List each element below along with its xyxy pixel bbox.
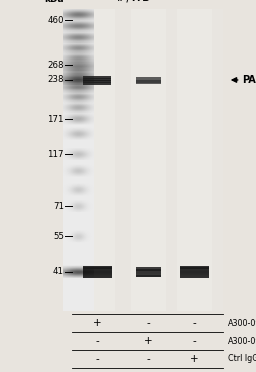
Bar bbox=[180, 270, 209, 272]
Bar bbox=[83, 80, 111, 81]
Text: +: + bbox=[190, 354, 199, 364]
Text: 268: 268 bbox=[48, 61, 64, 70]
Bar bbox=[83, 76, 111, 77]
Bar bbox=[180, 272, 209, 273]
Bar bbox=[82, 270, 112, 272]
Bar bbox=[79, 9, 115, 311]
Bar bbox=[82, 271, 112, 272]
Bar bbox=[136, 276, 161, 278]
Bar bbox=[131, 9, 166, 311]
Text: 55: 55 bbox=[53, 232, 64, 241]
Bar bbox=[136, 78, 161, 80]
Text: +: + bbox=[144, 336, 153, 346]
Bar bbox=[83, 80, 111, 81]
Bar bbox=[136, 269, 161, 270]
Text: kDa: kDa bbox=[44, 0, 64, 4]
Text: +: + bbox=[93, 318, 102, 328]
Bar bbox=[82, 275, 112, 276]
Bar bbox=[82, 276, 112, 277]
Bar bbox=[82, 273, 112, 274]
Text: -: - bbox=[147, 354, 150, 364]
Text: 71: 71 bbox=[53, 202, 64, 211]
Bar bbox=[136, 79, 161, 80]
Bar bbox=[180, 277, 209, 278]
Bar bbox=[136, 272, 161, 273]
Text: 171: 171 bbox=[48, 115, 64, 124]
Text: A300-096A: A300-096A bbox=[228, 337, 256, 346]
Bar bbox=[82, 267, 112, 269]
Bar bbox=[180, 266, 209, 267]
Text: -: - bbox=[95, 354, 99, 364]
Bar bbox=[180, 274, 209, 275]
Bar bbox=[136, 274, 161, 275]
Text: -: - bbox=[95, 336, 99, 346]
Bar bbox=[83, 77, 111, 78]
Bar bbox=[136, 268, 161, 269]
Bar bbox=[136, 81, 161, 82]
Bar bbox=[136, 83, 161, 84]
Bar bbox=[136, 78, 161, 79]
Bar bbox=[136, 270, 161, 272]
Bar bbox=[82, 272, 112, 273]
Bar bbox=[177, 9, 212, 311]
Bar bbox=[82, 266, 112, 267]
Bar bbox=[83, 78, 111, 79]
Text: -: - bbox=[193, 318, 196, 328]
Bar bbox=[136, 80, 161, 81]
Bar bbox=[83, 81, 111, 82]
Bar bbox=[72, 9, 223, 311]
Text: Ctrl IgG: Ctrl IgG bbox=[228, 355, 256, 363]
Text: -: - bbox=[193, 336, 196, 346]
Bar bbox=[136, 273, 161, 274]
Bar bbox=[136, 269, 161, 270]
Bar bbox=[136, 267, 161, 268]
Bar bbox=[136, 77, 161, 78]
Bar bbox=[136, 80, 161, 81]
Bar bbox=[136, 275, 161, 276]
Bar bbox=[180, 267, 209, 269]
Text: IP/WB: IP/WB bbox=[117, 0, 152, 4]
Bar bbox=[82, 268, 112, 269]
Bar bbox=[136, 77, 161, 78]
Bar bbox=[136, 271, 161, 272]
Text: 41: 41 bbox=[53, 267, 64, 276]
Bar bbox=[180, 276, 209, 277]
Bar bbox=[136, 275, 161, 276]
Bar bbox=[83, 82, 111, 83]
Text: A300-097A: A300-097A bbox=[228, 319, 256, 328]
Bar bbox=[180, 275, 209, 276]
Bar bbox=[180, 269, 209, 270]
Bar bbox=[180, 271, 209, 272]
Text: PARC/H7-AP1: PARC/H7-AP1 bbox=[242, 75, 256, 85]
Bar bbox=[136, 81, 161, 82]
Bar bbox=[82, 269, 112, 270]
Bar bbox=[180, 273, 209, 274]
Text: 238: 238 bbox=[48, 76, 64, 84]
Text: 460: 460 bbox=[48, 16, 64, 25]
Bar bbox=[180, 268, 209, 269]
Bar bbox=[82, 277, 112, 278]
Bar bbox=[83, 84, 111, 85]
Bar bbox=[82, 274, 112, 275]
Bar bbox=[83, 79, 111, 80]
Text: 117: 117 bbox=[48, 150, 64, 159]
Bar bbox=[136, 82, 161, 83]
Bar bbox=[83, 82, 111, 83]
Bar bbox=[83, 83, 111, 84]
Text: -: - bbox=[147, 318, 150, 328]
